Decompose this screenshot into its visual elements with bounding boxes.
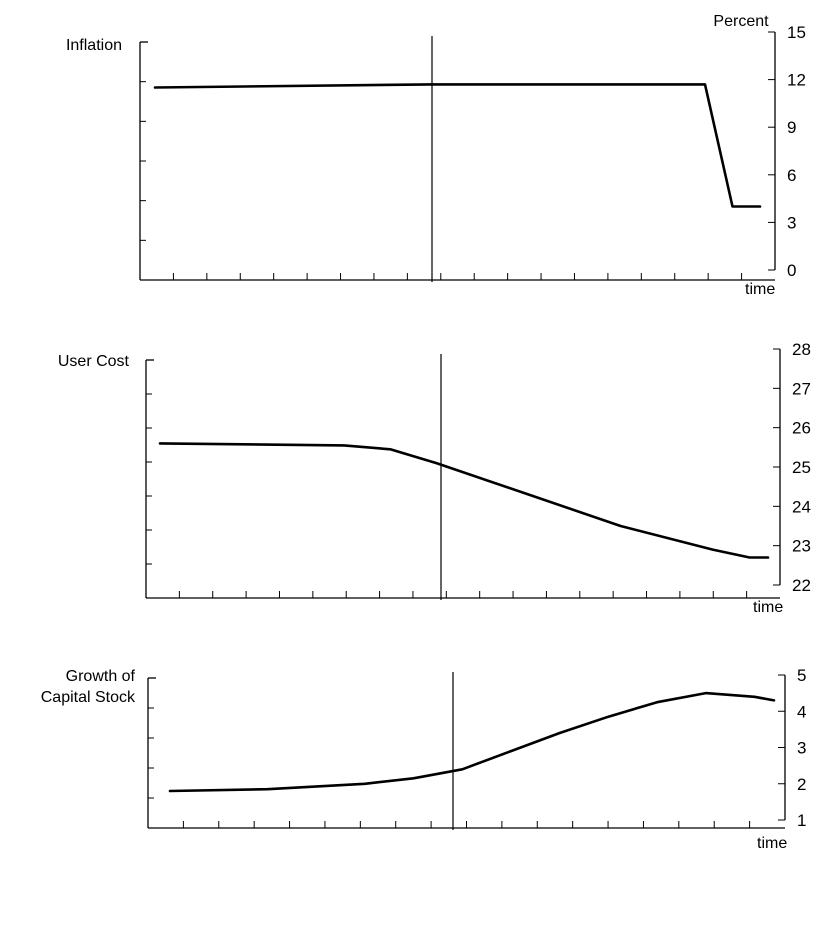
y-tick-label: 24 bbox=[792, 497, 811, 516]
y-tick-label: 15 bbox=[787, 23, 806, 42]
series-line bbox=[168, 691, 776, 793]
y-axis-label: Growth of bbox=[66, 668, 136, 685]
y-tick-label: 22 bbox=[792, 576, 811, 595]
x-axis-label: time bbox=[753, 599, 783, 616]
x-axis-label: time bbox=[745, 281, 775, 298]
y-axis-label: Inflation bbox=[66, 37, 122, 54]
chart-panel-3: 1 2 3 4 5 Growth of Capital Stock time bbox=[41, 666, 807, 852]
y-tick-label: 23 bbox=[792, 537, 811, 556]
y-tick-label: 0 bbox=[787, 261, 796, 280]
y-tick-label: 3 bbox=[787, 213, 796, 232]
y-tick-label: 26 bbox=[792, 419, 811, 438]
series-line bbox=[158, 442, 770, 559]
y-tick-label: 27 bbox=[792, 379, 811, 398]
unit-label: Percent bbox=[713, 13, 769, 30]
y-tick-label: 9 bbox=[787, 118, 796, 137]
y-axis-label: Capital Stock bbox=[41, 689, 136, 706]
y-tick-label: 2 bbox=[797, 775, 806, 794]
chart-panel-2: 22 23 24 25 26 27 28 User Cost time bbox=[58, 340, 811, 616]
y-tick-label: 12 bbox=[787, 71, 806, 90]
series-line bbox=[153, 83, 762, 208]
y-tick-label: 5 bbox=[797, 666, 806, 685]
y-tick-label: 6 bbox=[787, 166, 796, 185]
y-tick-label: 28 bbox=[792, 340, 811, 359]
y-tick-label: 4 bbox=[797, 702, 806, 721]
y-tick-label: 3 bbox=[797, 739, 806, 758]
chart-panel-1: 0 3 6 9 12 15 Inflation Percent time bbox=[66, 13, 806, 298]
y-axis-label: User Cost bbox=[58, 353, 130, 370]
y-tick-label: 25 bbox=[792, 458, 811, 477]
x-axis-label: time bbox=[757, 835, 787, 852]
y-tick-label: 1 bbox=[797, 811, 806, 830]
